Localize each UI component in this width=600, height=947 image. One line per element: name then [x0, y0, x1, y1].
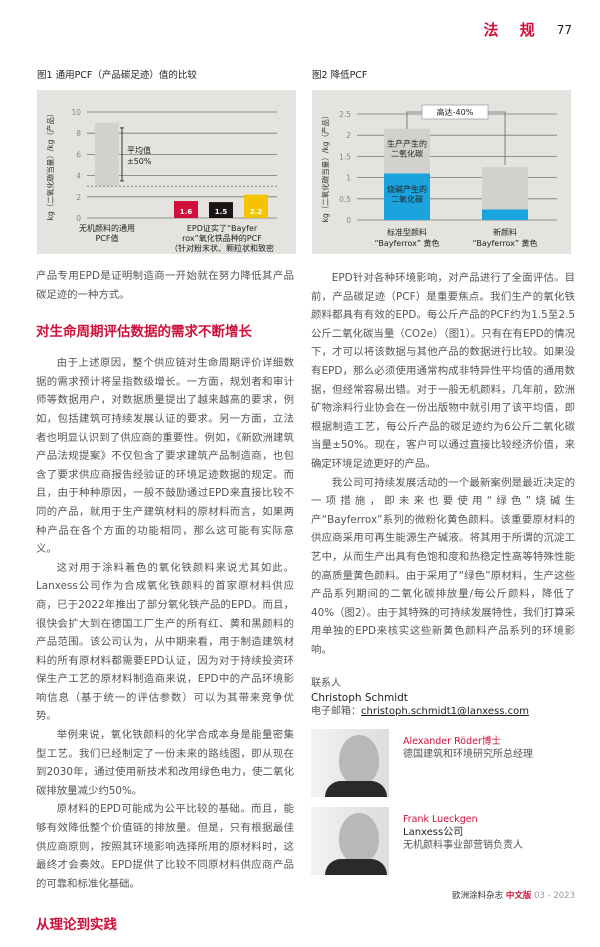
paragraph: EPD针对各种环境影响，对产品进行了全面评估。目前，产品碳足迹（PCF）是重要焦…	[311, 272, 575, 470]
author-company: Lanxess公司	[403, 827, 464, 839]
figure-1-chart: 0 2 4 6 8 10 kg（二氧化碳当量）/kg（产品） 平均值 ±50% 1.6 1.5 2.2…	[37, 90, 296, 254]
section-heading: 从理论到实践	[36, 917, 117, 934]
contact-name: Christoph Schmidt	[311, 692, 408, 705]
series-label: 二氧化碳	[391, 194, 423, 204]
email-label: 电子邮箱：	[311, 706, 361, 718]
author-card: Frank Lueckgen Lanxess公司 无机颜料事业部营销负责人	[311, 807, 575, 876]
stacked-bar-segment	[482, 209, 528, 220]
right-column-wrapper: EPD针对各种环境影响，对产品进行了全面评估。目前，产品碳足迹（PCF）是重要焦…	[311, 269, 575, 901]
author-photo	[311, 807, 389, 876]
author-name: Alexander Röder博士	[403, 736, 501, 748]
page-number: 77	[556, 22, 572, 37]
section-title: 法 规	[483, 21, 543, 39]
bar-data-label: 1.6	[180, 208, 193, 216]
y-tick-label: 2	[346, 131, 351, 140]
x-category-label: “Bayferrox” 黄色	[472, 238, 537, 248]
stacked-bar-segment	[482, 167, 528, 210]
reduction-annotation: 高达-40%	[437, 107, 474, 117]
paragraph: 举例来说，氧化铁颜料的化学合成本身是能量密集型工艺。我们已经制定了一份未来的路线…	[36, 729, 294, 797]
range-bar	[95, 122, 119, 187]
y-tick-label: 0	[346, 216, 351, 225]
paragraph: 我公司可持续发展活动的一个最新案例是最近决定的一项措施，即未来也要使用“绿色”烧…	[311, 476, 575, 656]
bar	[209, 202, 233, 218]
figure-2-chart: 0 0.5 1 1.5 2 2.5 kg（二氧化碳当量）/kg（产品） 标准型颜料 “Bayfe…	[312, 90, 571, 254]
range-annotation: 平均值	[127, 145, 151, 155]
page-footer: 欧洲涂料杂志 中文版 03 - 2023	[311, 875, 575, 901]
email-link[interactable]: christoph.schmidt1@lanxess.com	[361, 706, 529, 718]
issue-number: 03 - 2023	[534, 891, 575, 902]
y-tick-label: 1.5	[339, 152, 351, 161]
contact-label: 联系人	[311, 678, 341, 690]
bar	[244, 194, 268, 218]
annotation-box	[421, 104, 489, 120]
bar-data-label: 2.2	[250, 208, 263, 216]
y-tick-label: 2	[76, 193, 81, 202]
author-card: Alexander Röder博士 德国建筑和环境研究所总经理	[311, 729, 575, 798]
paragraph: 这对用于涂料着色的氧化铁颜料来说尤其如此。Lanxess公司作为合成氧化铁颜料的…	[36, 561, 294, 723]
author-photo	[311, 729, 389, 798]
author-title: 无机颜料事业部营销负责人	[403, 840, 523, 852]
author-title: 德国建筑和环境研究所总经理	[403, 749, 533, 761]
bar-data-label: 1.5	[215, 208, 228, 216]
left-column: 产品专用EPD是证明制造商一开始就在努力降低其产品碳足迹的一种方式。 对生命周期…	[36, 267, 294, 947]
paragraph: 原材料的EPD可能成为公平比较的基础。而且，能够有效降低整个价值链的排放量。但是…	[36, 803, 294, 890]
x-category-label: 无机颜料的通用 PCF值	[79, 223, 135, 243]
y-tick-label: 0	[76, 214, 81, 223]
x-category-label: 标准型颜料	[387, 227, 427, 237]
author-name: Frank Lueckgen	[403, 814, 478, 826]
bar	[174, 201, 198, 218]
intro-paragraph: 产品专用EPD是证明制造商一开始就在努力降低其产品碳足迹的一种方式。	[36, 270, 294, 301]
y-tick-label: 8	[76, 129, 81, 138]
y-tick-label: 1	[346, 174, 351, 183]
series-label: 二氧化碳	[391, 149, 423, 159]
x-category-label: 新颜料	[493, 227, 517, 237]
magazine-name: 欧洲涂料杂志	[452, 891, 504, 902]
x-category-label: EPD证实了“Bayferrox”氧化铁品种的PCF（针对粉末状、颗粒状和致密颜…	[170, 223, 274, 254]
y-tick-label: 2.5	[339, 110, 351, 119]
y-axis-label: kg（二氧化碳当量）/kg（产品）	[320, 112, 330, 223]
page-header: 法 规 77	[483, 19, 572, 40]
right-column: EPD针对各种环境影响，对产品进行了全面评估。目前，产品碳足迹（PCF）是重要焦…	[311, 269, 575, 659]
y-tick-label: 6	[76, 150, 81, 159]
section-heading: 对生命周期评估数据的需求不断增长	[36, 324, 252, 341]
figure-2-title: 图2 降低PCF	[312, 70, 368, 81]
series-label: 烧碱产生的	[387, 184, 427, 194]
y-tick-label: 4	[76, 172, 81, 181]
y-tick-label: 0.5	[339, 195, 351, 204]
series-label: 生产产生的	[387, 139, 427, 149]
stacked-bar-segment	[384, 128, 430, 174]
x-category-label: “Bayferrox” 黄色	[374, 238, 439, 248]
contact-block: 联系人 Christoph Schmidt 电子邮箱：christoph.sch…	[311, 677, 576, 719]
figure-1-title: 图1 通用PCF（产品碳足迹）值的比较	[37, 70, 197, 81]
range-annotation: ±50%	[127, 157, 152, 166]
stacked-bar-segment	[384, 173, 430, 220]
y-axis-label: kg（二氧化碳当量）/kg（产品）	[45, 110, 55, 221]
paragraph: 由于上述原因，整个供应链对生命周期评价详细数据的需求预计将呈指数级增长。一方面，…	[36, 357, 294, 556]
edition: 中文版	[505, 891, 532, 902]
y-tick-label: 10	[71, 108, 81, 117]
